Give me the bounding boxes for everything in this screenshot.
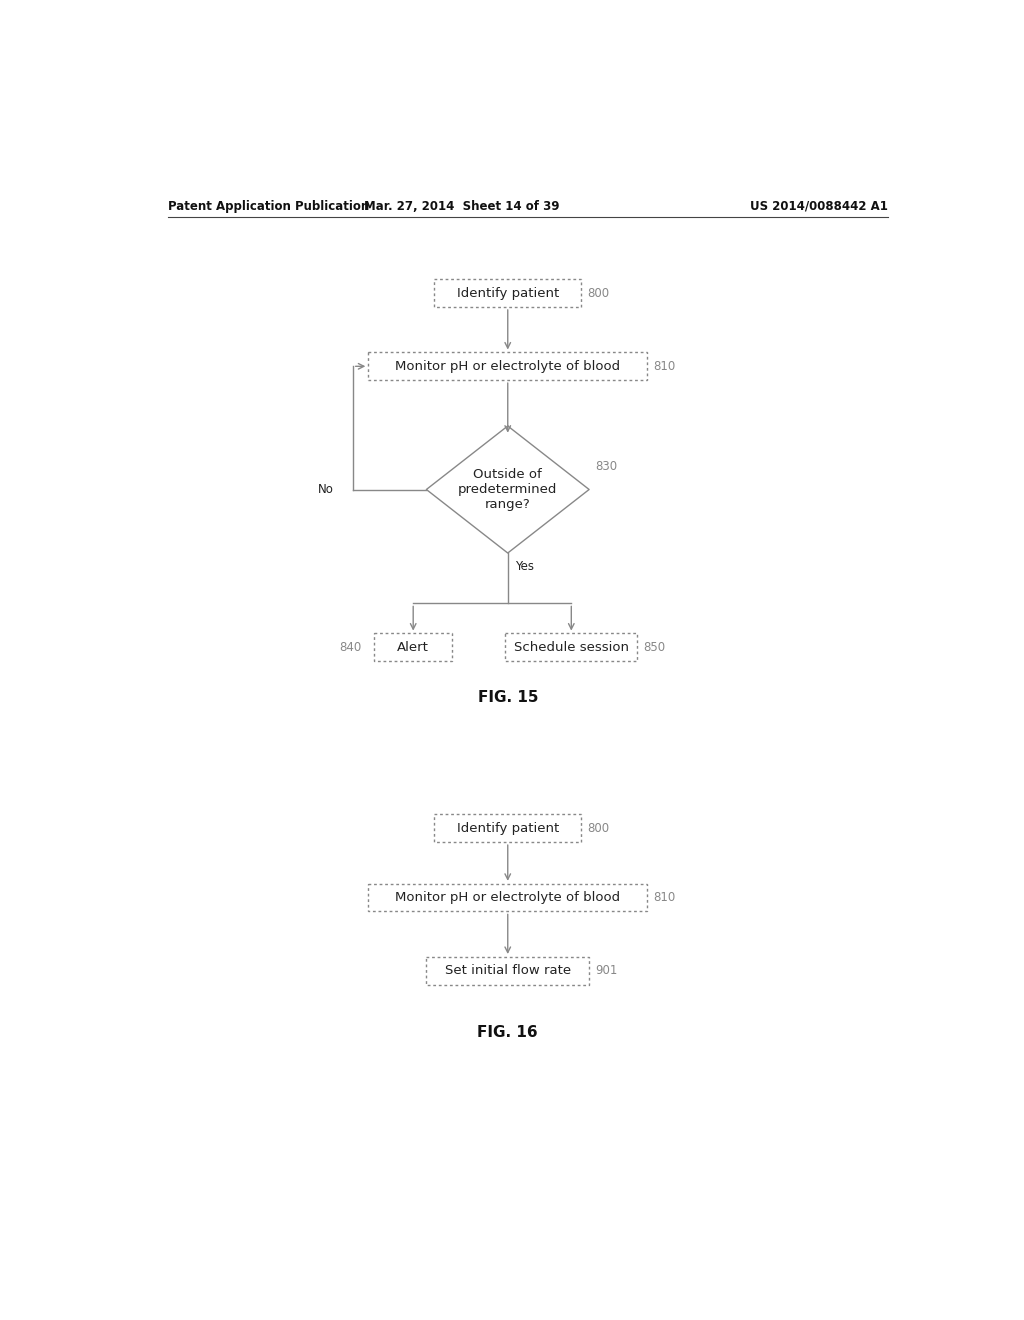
Text: Identify patient: Identify patient xyxy=(457,286,559,300)
FancyBboxPatch shape xyxy=(434,814,582,842)
Text: FIG. 16: FIG. 16 xyxy=(477,1024,538,1040)
Text: 901: 901 xyxy=(595,964,617,977)
FancyBboxPatch shape xyxy=(375,634,452,661)
FancyBboxPatch shape xyxy=(434,280,582,308)
Text: Monitor pH or electrolyte of blood: Monitor pH or electrolyte of blood xyxy=(395,891,621,904)
FancyBboxPatch shape xyxy=(506,634,637,661)
Text: 850: 850 xyxy=(643,640,666,653)
Text: Patent Application Publication: Patent Application Publication xyxy=(168,199,370,213)
Text: Yes: Yes xyxy=(515,561,535,573)
Text: FIG. 15: FIG. 15 xyxy=(477,690,538,705)
Text: 840: 840 xyxy=(340,640,361,653)
Text: No: No xyxy=(317,483,334,496)
Text: US 2014/0088442 A1: US 2014/0088442 A1 xyxy=(750,199,888,213)
Text: Outside of
predetermined
range?: Outside of predetermined range? xyxy=(458,469,557,511)
FancyBboxPatch shape xyxy=(369,352,647,380)
Text: Schedule session: Schedule session xyxy=(514,640,629,653)
Text: Mar. 27, 2014  Sheet 14 of 39: Mar. 27, 2014 Sheet 14 of 39 xyxy=(364,199,559,213)
Polygon shape xyxy=(426,426,589,553)
Text: Alert: Alert xyxy=(397,640,429,653)
Text: Monitor pH or electrolyte of blood: Monitor pH or electrolyte of blood xyxy=(395,360,621,372)
FancyBboxPatch shape xyxy=(369,884,647,911)
Text: 800: 800 xyxy=(588,822,609,834)
Text: Identify patient: Identify patient xyxy=(457,822,559,834)
Text: 830: 830 xyxy=(595,459,617,473)
Text: 800: 800 xyxy=(588,286,609,300)
Text: 810: 810 xyxy=(653,891,676,904)
FancyBboxPatch shape xyxy=(426,957,589,985)
Text: Set initial flow rate: Set initial flow rate xyxy=(444,964,570,977)
Text: 810: 810 xyxy=(653,360,676,372)
